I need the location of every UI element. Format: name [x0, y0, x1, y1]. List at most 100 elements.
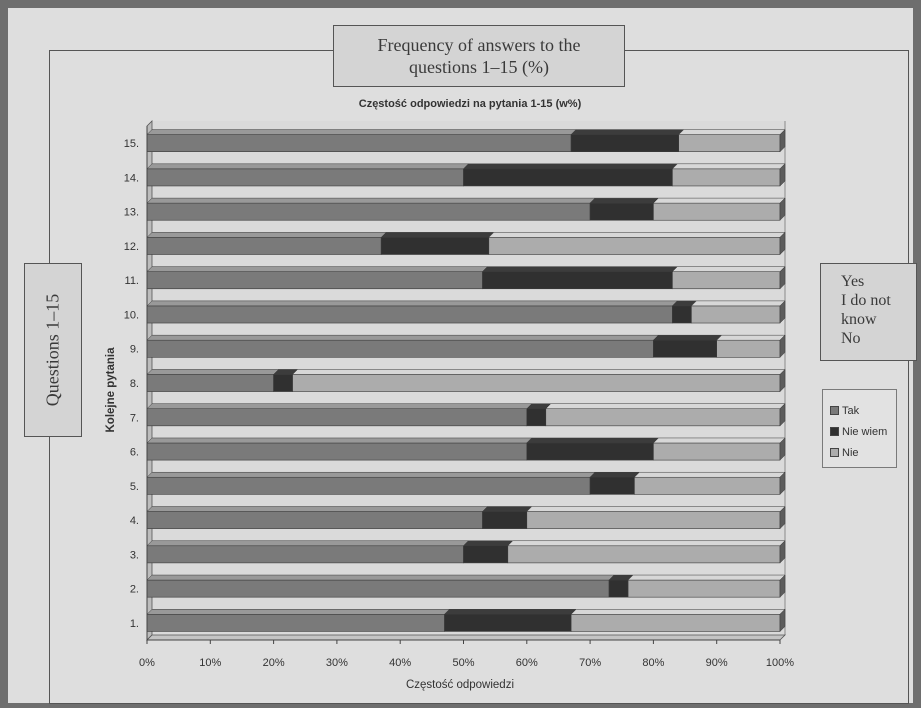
bar-nie-q2	[627, 579, 781, 598]
bar-top-tak-q4	[146, 506, 489, 512]
bar-top-nie-q11	[671, 266, 786, 272]
bar-top-nie-q12	[488, 232, 786, 238]
legend-label-tak: Tak	[842, 404, 860, 417]
bar-nie-wiem-q8	[273, 374, 293, 392]
x-tick-label-0: 0%	[139, 657, 155, 669]
bar-nie-q8	[292, 374, 781, 392]
x-tick-label-2: 20%	[263, 657, 285, 669]
x-tick-label-9: 90%	[706, 657, 728, 669]
legend-item-nie-wiem: Nie wiem	[830, 421, 896, 442]
bar-top-nie-wiem-q15	[570, 129, 685, 135]
bar-end-q9	[779, 334, 786, 358]
bar-nie-q7	[545, 408, 781, 427]
bar-end-q3	[779, 540, 786, 564]
bar-end-q11	[779, 266, 786, 290]
bar-top-nie-q3	[507, 540, 786, 547]
bar-top-tak-q2	[146, 574, 615, 581]
bar-top-nie-wiem-q14	[462, 163, 678, 170]
bar-top-nie-q4	[526, 506, 786, 512]
bar-nie-wiem-q15	[570, 134, 680, 152]
bar-nie-q1	[570, 613, 781, 632]
bar-top-nie-wiem-q9	[652, 334, 723, 341]
bar-nie-wiem-q4	[482, 511, 528, 529]
bar-end-q15	[779, 128, 786, 153]
x-tick-label-8: 80%	[642, 657, 664, 669]
bar-end-q10	[779, 300, 786, 324]
x-tick-label-10: 100%	[766, 657, 794, 669]
bar-top-tak-q8	[146, 369, 280, 375]
bar-end-q5	[779, 471, 786, 495]
bar-tak-q11	[146, 271, 483, 290]
bar-nie-q6	[653, 442, 781, 461]
bar-nie-wiem-q14	[463, 168, 673, 187]
bar-tak-q7	[146, 408, 528, 427]
bar-top-tak-q7	[146, 403, 533, 409]
bar-nie-q11	[672, 271, 781, 290]
y-tick-label-q7: 7.	[130, 412, 139, 424]
bar-tak-q5	[146, 476, 591, 495]
bar-top-nie-wiem-q6	[526, 437, 660, 444]
bar-top-tak-q1	[146, 609, 451, 615]
legend-item-tak: Tak	[830, 400, 896, 421]
bar-nie-wiem-q7	[526, 408, 547, 427]
bar-tak-q8	[146, 374, 274, 392]
answers-callout: Yes I do not know No	[820, 263, 917, 361]
bar-tak-q14	[146, 168, 464, 187]
bar-top-nie-q7	[545, 403, 786, 409]
bar-nie-q4	[526, 511, 781, 529]
plot-floor	[146, 634, 786, 641]
bar-top-tak-q10	[146, 300, 678, 307]
bar-top-tak-q12	[146, 232, 387, 238]
bar-nie-q10	[691, 305, 781, 324]
x-tick-label-1: 10%	[199, 657, 221, 669]
bar-top-nie-q9	[716, 334, 786, 341]
bar-nie-wiem-q5	[589, 476, 635, 495]
bar-top-nie-wiem-q11	[481, 266, 678, 272]
bar-end-q13	[779, 197, 786, 221]
bar-end-q12	[779, 231, 786, 256]
bar-nie-wiem-q6	[526, 442, 654, 461]
bar-nie-q12	[488, 237, 781, 255]
y-tick-label-q13: 13.	[124, 207, 139, 219]
bar-nie-q9	[716, 339, 781, 358]
bar-nie-q15	[678, 134, 781, 152]
bar-tak-q12	[146, 237, 382, 255]
legend-label-nie-wiem: Nie wiem	[842, 425, 888, 438]
bar-top-tak-q15	[146, 129, 577, 135]
bar-top-nie-q1	[570, 609, 786, 615]
bar-tak-q1	[146, 613, 445, 632]
bar-nie-wiem-q1	[444, 613, 572, 632]
bar-top-nie-q15	[678, 129, 786, 135]
bar-tak-q6	[146, 442, 528, 461]
legend: Tak Nie wiem Nie	[822, 389, 897, 468]
x-tick-label-4: 40%	[389, 657, 411, 669]
bar-top-nie-q8	[291, 369, 786, 375]
bar-top-tak-q13	[146, 197, 596, 204]
bar-top-tak-q11	[146, 266, 489, 272]
bar-nie-wiem-q3	[463, 545, 509, 564]
bar-end-q4	[779, 505, 786, 530]
x-tick-label-6: 60%	[516, 657, 538, 669]
bar-tak-q13	[146, 202, 591, 221]
answers-callout-dont-know-1: I do not	[841, 292, 891, 309]
bar-nie-q14	[672, 168, 781, 187]
y-tick-label-q5: 5.	[130, 481, 139, 493]
y-tick-label-q2: 2.	[130, 584, 139, 596]
bar-top-tak-q14	[146, 163, 470, 170]
bar-nie-q13	[653, 202, 781, 221]
x-tick-label-7: 70%	[579, 657, 601, 669]
answers-callout-yes: Yes	[841, 273, 865, 290]
bar-nie-wiem-q10	[672, 305, 692, 324]
questions-callout: Questions 1–15	[24, 263, 82, 437]
answers-callout-dont-know-2: know	[841, 311, 877, 328]
bar-tak-q9	[146, 339, 654, 358]
y-tick-label-q14: 14.	[124, 172, 139, 184]
title-callout: Frequency of answers to the questions 1–…	[333, 25, 625, 87]
bar-top-nie-wiem-q3	[462, 540, 514, 547]
bar-nie-q3	[507, 545, 781, 564]
bar-top-nie-q10	[690, 300, 786, 307]
bar-nie-wiem-q12	[380, 237, 490, 255]
bar-top-nie-q2	[627, 574, 786, 581]
bar-tak-q10	[146, 305, 673, 324]
bar-top-nie-wiem-q1	[443, 609, 577, 615]
